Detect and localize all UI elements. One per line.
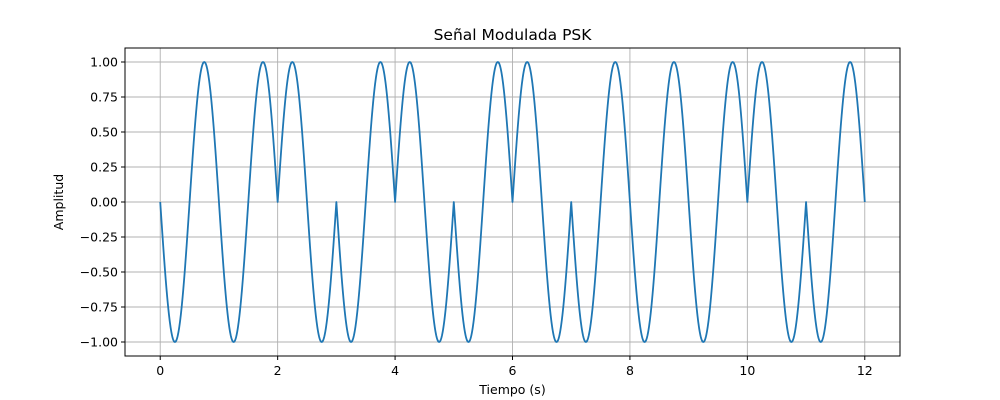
x-tick-label: 6 (509, 363, 517, 378)
y-tick-label: 0.00 (90, 195, 118, 210)
x-tick-label: 4 (391, 363, 399, 378)
series-layer (159, 61, 866, 343)
x-axis: 0 2 4 6 8 10 12 (156, 356, 873, 378)
x-tick-label: 8 (626, 363, 634, 378)
y-tick-label: −1.00 (80, 335, 118, 350)
y-tick-label: 0.75 (90, 90, 118, 105)
x-tick-label: 10 (739, 363, 755, 378)
x-tick-label: 12 (857, 363, 873, 378)
y-tick-label: 1.00 (90, 55, 118, 70)
y-axis-label: Amplitud (51, 174, 66, 230)
y-axis: −1.00 −0.75 −0.50 −0.25 0.00 0.25 0.50 0.75 1.00 (80, 55, 125, 350)
x-axis-label: Tiempo (s) (478, 382, 545, 397)
y-tick-label: −0.75 (80, 300, 118, 315)
psk-signal-line (159, 61, 866, 343)
x-tick-label: 2 (274, 363, 282, 378)
y-tick-label: −0.25 (80, 230, 118, 245)
chart-title: Señal Modulada PSK (434, 26, 593, 44)
grid-layer (125, 48, 900, 356)
y-tick-label: −0.50 (80, 265, 118, 280)
x-tick-label: 0 (156, 363, 164, 378)
y-tick-label: 0.25 (90, 160, 118, 175)
y-tick-label: 0.50 (90, 125, 118, 140)
